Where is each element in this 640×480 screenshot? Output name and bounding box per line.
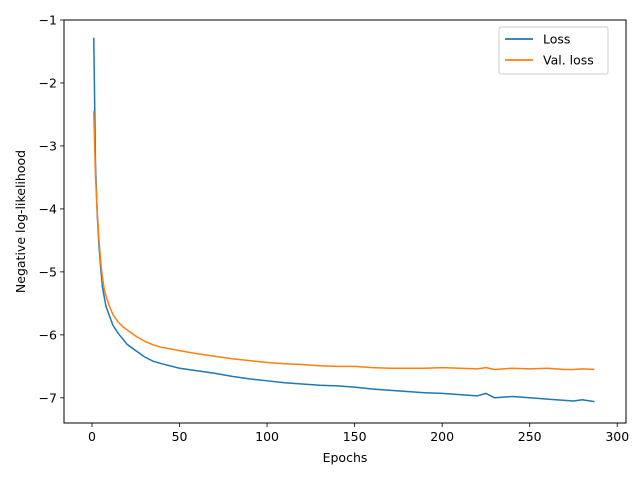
y-tick-label: −3 [39, 138, 57, 153]
x-axis-label: Epochs [323, 450, 368, 465]
x-tick-label: 250 [518, 429, 542, 444]
y-tick-label: −6 [39, 327, 57, 342]
series-line-1 [93, 111, 595, 371]
y-axis: −7 −6 −5 −4 −3 −2 −1 [39, 13, 64, 405]
legend-label: Val. loss [543, 53, 594, 68]
legend-label: Loss [543, 32, 570, 47]
x-tick-label: 150 [343, 429, 367, 444]
plot-frame [63, 19, 627, 424]
x-tick-label: 300 [605, 429, 629, 444]
y-tick-label: −7 [39, 390, 57, 405]
series-layer [93, 37, 595, 403]
y-tick-label: −5 [39, 264, 57, 279]
y-tick-label: −1 [39, 13, 57, 28]
y-tick-label: −4 [39, 201, 57, 216]
series-line-0 [93, 37, 595, 403]
x-axis: 0 50 100 150 200 250 300 [88, 423, 629, 444]
y-axis-label: Negative log-likelihood [13, 150, 28, 293]
x-tick-label: 100 [255, 429, 279, 444]
y-tick-label: −2 [39, 75, 57, 90]
legend: Loss Val. loss [498, 26, 609, 75]
x-tick-label: 50 [172, 429, 188, 444]
x-tick-label: 0 [88, 429, 96, 444]
x-tick-label: 200 [430, 429, 454, 444]
